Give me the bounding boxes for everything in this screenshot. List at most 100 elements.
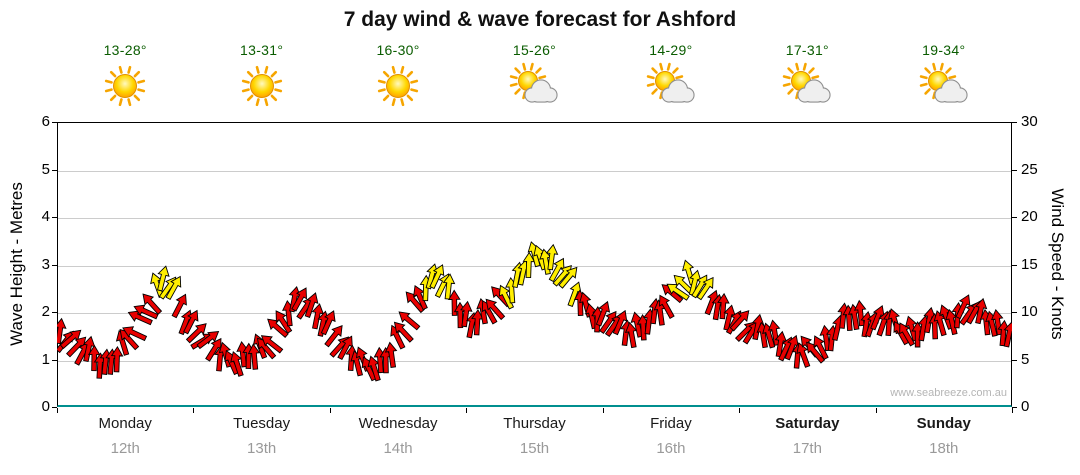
wind-arrow	[729, 310, 750, 332]
wind-arrow	[460, 300, 473, 328]
left-axis-tick-label: 4	[41, 208, 50, 225]
x-axis-tickmark	[57, 408, 58, 413]
day-name: Wednesday	[358, 415, 438, 432]
x-axis-tickmark	[1012, 408, 1013, 413]
wind-arrow	[165, 275, 182, 301]
wind-arrow	[398, 311, 421, 331]
day-date: 16th	[656, 440, 686, 457]
day-date: 15th	[519, 440, 550, 457]
left-axis-tickmark	[52, 169, 57, 171]
wind-arrow	[485, 298, 506, 321]
right-axis-tick-label: 0	[1021, 398, 1030, 415]
left-axis-tick-label: 5	[41, 160, 50, 178]
right-axis-tick-label: 25	[1021, 160, 1038, 178]
day-name: Monday	[98, 415, 152, 432]
x-axis-tickmark	[602, 408, 604, 413]
gridline	[58, 218, 1011, 219]
x-axis-tickmark	[875, 408, 877, 413]
sun-cloud-icon	[783, 62, 831, 103]
sun-cloud-icon	[510, 62, 559, 103]
gridline	[58, 265, 1011, 267]
wind-arrow	[955, 294, 971, 320]
day-header: 16-30°	[330, 42, 466, 116]
wind-arrow	[171, 293, 187, 319]
sun-icon	[377, 65, 419, 107]
watermark: www.seabreeze.com.au	[890, 387, 1007, 399]
day-name: Saturday	[775, 415, 840, 432]
gridline	[58, 360, 1011, 362]
wind-arrow	[442, 273, 456, 300]
wind-arrow	[612, 309, 628, 336]
gridline	[58, 170, 1011, 172]
left-axis-tick-label: 3	[41, 255, 50, 273]
right-axis-tickmark	[1012, 312, 1017, 313]
left-axis-tickmark	[52, 217, 57, 218]
day-name: Thursday	[503, 415, 566, 432]
wind-arrow	[624, 321, 638, 349]
sun-cloud-icon	[919, 62, 968, 103]
wind-arrow	[324, 324, 343, 348]
x-axis-tickmark	[193, 408, 195, 413]
wind-arrow	[696, 276, 714, 301]
left-axis-tick-label: 0	[41, 398, 50, 415]
chart-title: 7 day wind & wave forecast for Ashford	[343, 8, 737, 31]
wind-arrow	[384, 341, 398, 369]
right-axis-tick-label: 30	[1021, 113, 1038, 130]
wind-arrow	[717, 292, 730, 320]
right-axis-tickmark	[1012, 122, 1017, 123]
wind-arrow	[185, 323, 207, 344]
day-date: 12th	[110, 440, 140, 457]
x-axis-tickmark	[329, 408, 331, 413]
right-axis-tick-label: 5	[1021, 350, 1030, 368]
x-axis-tickmark	[466, 408, 468, 413]
wind-arrows-series	[57, 241, 1012, 382]
left-axis-tickmark	[52, 407, 57, 408]
wind-arrow	[247, 343, 261, 370]
left-axis-tickmark	[52, 312, 57, 313]
wind-arrow	[558, 266, 578, 289]
day-header: 13-28°	[57, 42, 193, 116]
day-temperature: 14-29°	[649, 42, 693, 58]
right-axis-tickmark	[1012, 359, 1017, 361]
day-name: Sunday	[916, 415, 971, 432]
day-date: 17th	[792, 440, 822, 457]
gridline	[58, 313, 1011, 314]
day-temperature: 15-26°	[512, 42, 557, 58]
wind-arrow	[320, 310, 336, 336]
day-header: 19-34°	[876, 42, 1012, 116]
wind-arrow	[260, 335, 284, 354]
right-axis-tick-label: 15	[1021, 255, 1038, 273]
right-axis-tickmark	[1012, 407, 1017, 408]
wind-arrow	[291, 287, 307, 312]
day-name: Tuesday	[233, 415, 291, 432]
wind-arrow	[122, 326, 148, 342]
day-temperature: 19-34°	[922, 42, 966, 58]
wind-arrow	[429, 264, 445, 290]
wind-arrow	[196, 331, 220, 350]
day-date: 18th	[929, 440, 959, 457]
wind-arrow	[183, 309, 199, 335]
right-axis-tickmark	[1012, 264, 1017, 266]
sun-icon	[105, 65, 146, 107]
sun-cloud-icon	[646, 62, 695, 103]
day-header: 17-31°	[739, 42, 875, 116]
right-axis-tickmark	[1012, 217, 1017, 218]
wind-arrow	[448, 289, 461, 316]
wind-arrow	[813, 335, 829, 360]
wind-arrow	[899, 322, 916, 347]
wind-arrow	[806, 341, 826, 364]
wind-arrow	[595, 300, 611, 327]
wind-arrow	[304, 292, 319, 318]
wind-arrow	[156, 265, 170, 292]
day-temperature: 13-31°	[240, 42, 284, 58]
day-temperature: 17-31°	[785, 42, 829, 58]
wind-arrow	[659, 294, 675, 319]
wind-arrow	[545, 243, 559, 271]
wind-arrow	[133, 304, 159, 320]
wind-arrow	[393, 321, 414, 343]
left-axis-tickmark	[52, 122, 57, 123]
day-header: 15-26°	[466, 42, 602, 116]
day-header: 14-29°	[603, 42, 739, 116]
day-temperature: 16-30°	[376, 42, 420, 58]
